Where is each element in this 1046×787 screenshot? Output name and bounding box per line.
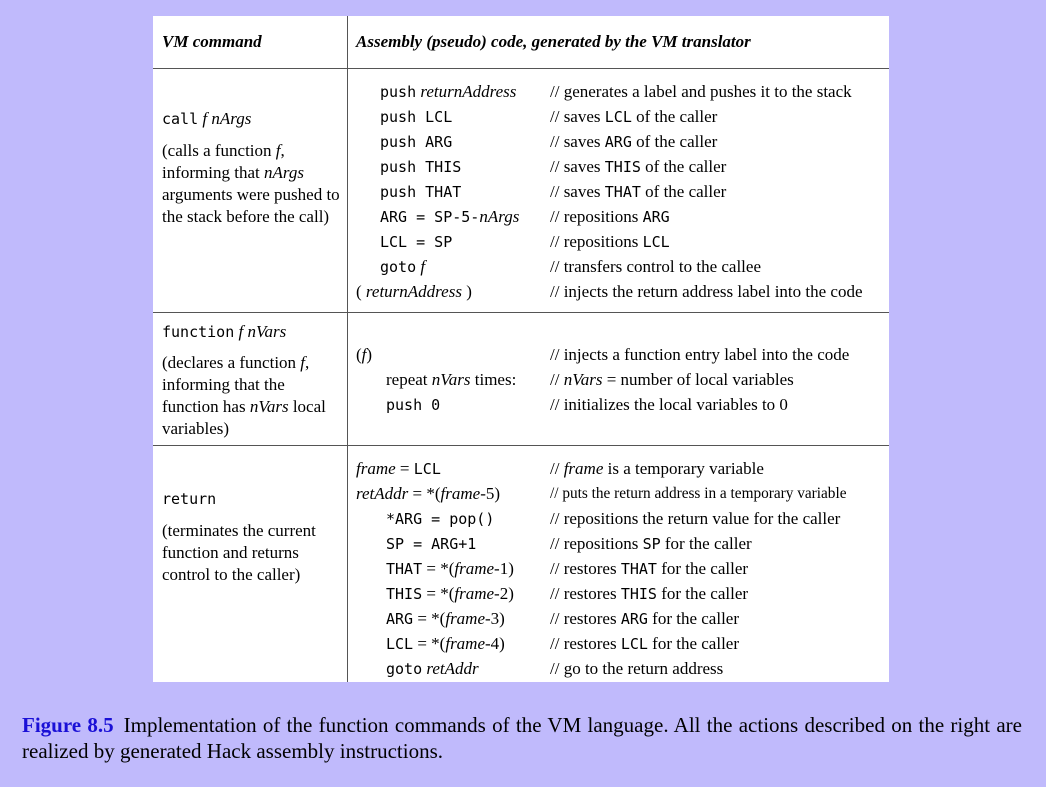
- call-code-line: push returnAddress: [380, 82, 517, 101]
- return-comment: // repositions the return value for the …: [550, 509, 841, 528]
- column-divider: [347, 16, 348, 682]
- call-command: call f nArgs: [162, 109, 252, 128]
- return-comment: // restores THIS for the caller: [550, 584, 749, 603]
- row-divider-function: [153, 445, 889, 446]
- return-comment: // repositions SP for the caller: [550, 534, 752, 553]
- call-code-line: push THAT: [380, 183, 462, 201]
- call-comment: // saves THAT of the caller: [550, 182, 727, 201]
- call-comment: // generates a label and pushes it to th…: [550, 82, 852, 101]
- return-code-line: *ARG = pop(): [386, 510, 495, 528]
- call-description: (calls a function f, informing that nArg…: [162, 141, 340, 226]
- call-code-line: push ARG: [380, 133, 453, 151]
- return-description: (terminates the current function and ret…: [162, 521, 316, 584]
- call-comment: // repositions ARG: [550, 207, 670, 226]
- return-code-line: SP = ARG+1: [386, 535, 477, 553]
- return-comment: // puts the return address in a temporar…: [550, 485, 847, 502]
- call-code-line: goto f: [380, 257, 426, 276]
- function-command: function f nVars: [162, 322, 287, 341]
- return-code-line: THIS = *(frame-2): [386, 584, 514, 603]
- function-comment: // injects a function entry label into t…: [550, 345, 850, 364]
- header-vm-command: VM command: [162, 32, 262, 51]
- function-comment: // nVars = number of local variables: [550, 370, 794, 389]
- return-code-line: ARG = *(frame-3): [386, 609, 505, 628]
- return-comment: // frame is a temporary variable: [550, 459, 764, 478]
- return-code-line: frame = LCL: [356, 459, 441, 478]
- return-comment: // restores ARG for the caller: [550, 609, 740, 628]
- call-code-line: push LCL: [380, 108, 453, 126]
- return-comment: // go to the return address: [550, 659, 724, 678]
- caption-text: Implementation of the function commands …: [22, 713, 1022, 763]
- call-comment: // injects the return address label into…: [550, 282, 863, 301]
- figure-label: Figure 8.5: [22, 713, 114, 737]
- return-code-line: THAT = *(frame-1): [386, 559, 514, 578]
- return-code-line: LCL = *(frame-4): [386, 634, 505, 653]
- function-description: (declares a function f, informing that t…: [162, 353, 326, 438]
- return-command: return: [162, 490, 217, 508]
- call-comment: // repositions LCL: [550, 232, 670, 251]
- call-comment: // saves ARG of the caller: [550, 132, 718, 151]
- return-comment: // restores THAT for the caller: [550, 559, 749, 578]
- row-divider-call: [153, 312, 889, 313]
- header-divider: [153, 68, 889, 69]
- return-code-line: goto retAddr: [386, 659, 479, 678]
- return-comment: // restores LCL for the caller: [550, 634, 740, 653]
- function-code-line: push 0: [386, 396, 441, 414]
- function-comment: // initializes the local variables to 0: [550, 395, 788, 414]
- function-code-line: repeat nVars times:: [386, 370, 517, 389]
- function-code-line: (f): [356, 345, 373, 364]
- call-code-line: ( returnAddress ): [356, 282, 472, 301]
- call-comment: // saves LCL of the caller: [550, 107, 718, 126]
- vm-commands-table: VM command Assembly (pseudo) code, gener…: [153, 16, 889, 682]
- return-code-line: retAddr = *(frame-5): [356, 484, 501, 503]
- call-code-line: push THIS: [380, 158, 462, 176]
- call-comment: // transfers control to the callee: [550, 257, 761, 276]
- call-comment: // saves THIS of the caller: [550, 157, 727, 176]
- call-code-line: ARG = SP-5-nArgs: [380, 207, 520, 226]
- figure-caption: Figure 8.5 Implementation of the function…: [22, 712, 1022, 764]
- call-code-line: LCL = SP: [380, 233, 453, 251]
- header-assembly-code: Assembly (pseudo) code, generated by the…: [356, 32, 751, 51]
